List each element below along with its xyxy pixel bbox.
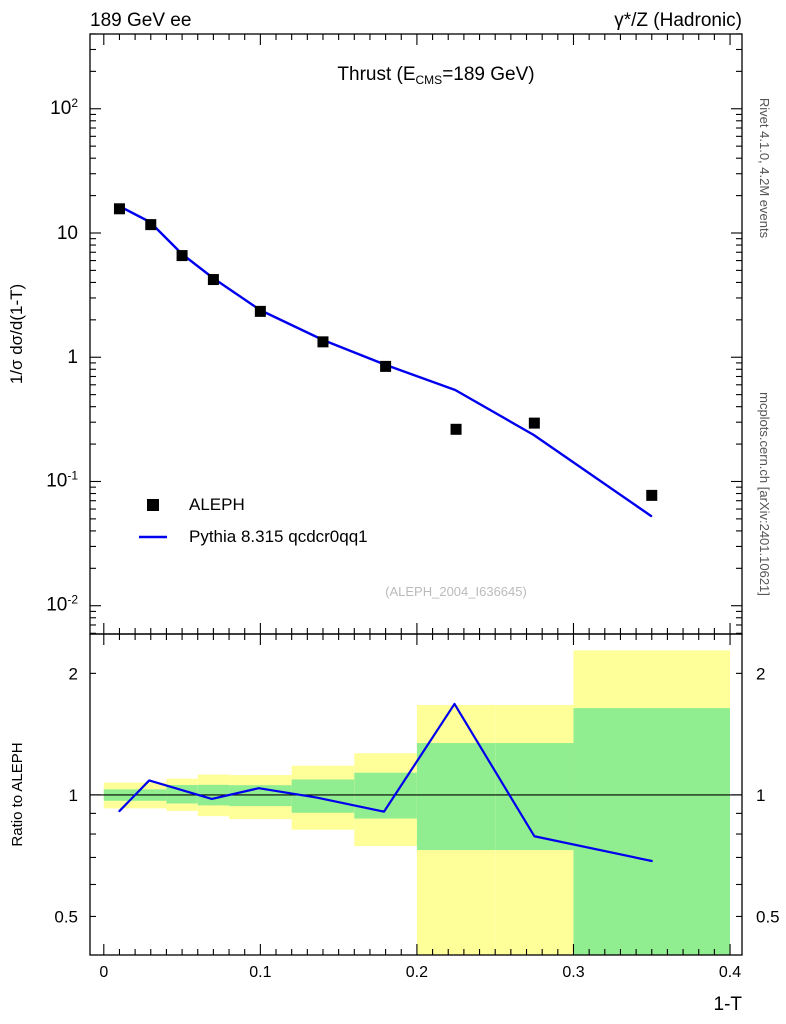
svg-text:0.4: 0.4	[719, 964, 741, 981]
svg-text:189 GeV ee: 189 GeV ee	[90, 10, 191, 31]
svg-text:0.5: 0.5	[54, 907, 78, 926]
svg-text:10: 10	[57, 223, 78, 244]
svg-text:0.3: 0.3	[562, 964, 584, 981]
svg-text:1-T: 1-T	[714, 994, 743, 1015]
svg-text:1/σ dσ/d(1-T): 1/σ dσ/d(1-T)	[7, 284, 26, 384]
svg-text:0.5: 0.5	[756, 907, 780, 926]
svg-text:1: 1	[69, 786, 78, 805]
svg-text:0.1: 0.1	[249, 964, 271, 981]
svg-text:2: 2	[756, 664, 765, 683]
svg-text:2: 2	[69, 664, 78, 683]
svg-text:γ*/Z (Hadronic): γ*/Z (Hadronic)	[614, 10, 742, 31]
svg-text:Ratio to ALEPH: Ratio to ALEPH	[9, 742, 26, 846]
svg-text:ALEPH: ALEPH	[189, 495, 245, 514]
svg-text:Rivet 4.1.0, 4.2M events: Rivet 4.1.0, 4.2M events	[757, 98, 772, 239]
svg-text:mcplots.cern.ch [arXiv:2401.10: mcplots.cern.ch [arXiv:2401.10621]	[757, 392, 772, 596]
svg-text:1: 1	[756, 786, 765, 805]
svg-text:0.2: 0.2	[406, 964, 428, 981]
svg-text:Pythia 8.315 qcdcr0qq1: Pythia 8.315 qcdcr0qq1	[189, 527, 368, 546]
svg-text:0: 0	[99, 964, 108, 981]
svg-text:(ALEPH_2004_I636645): (ALEPH_2004_I636645)	[385, 584, 527, 599]
svg-text:1: 1	[67, 347, 78, 368]
